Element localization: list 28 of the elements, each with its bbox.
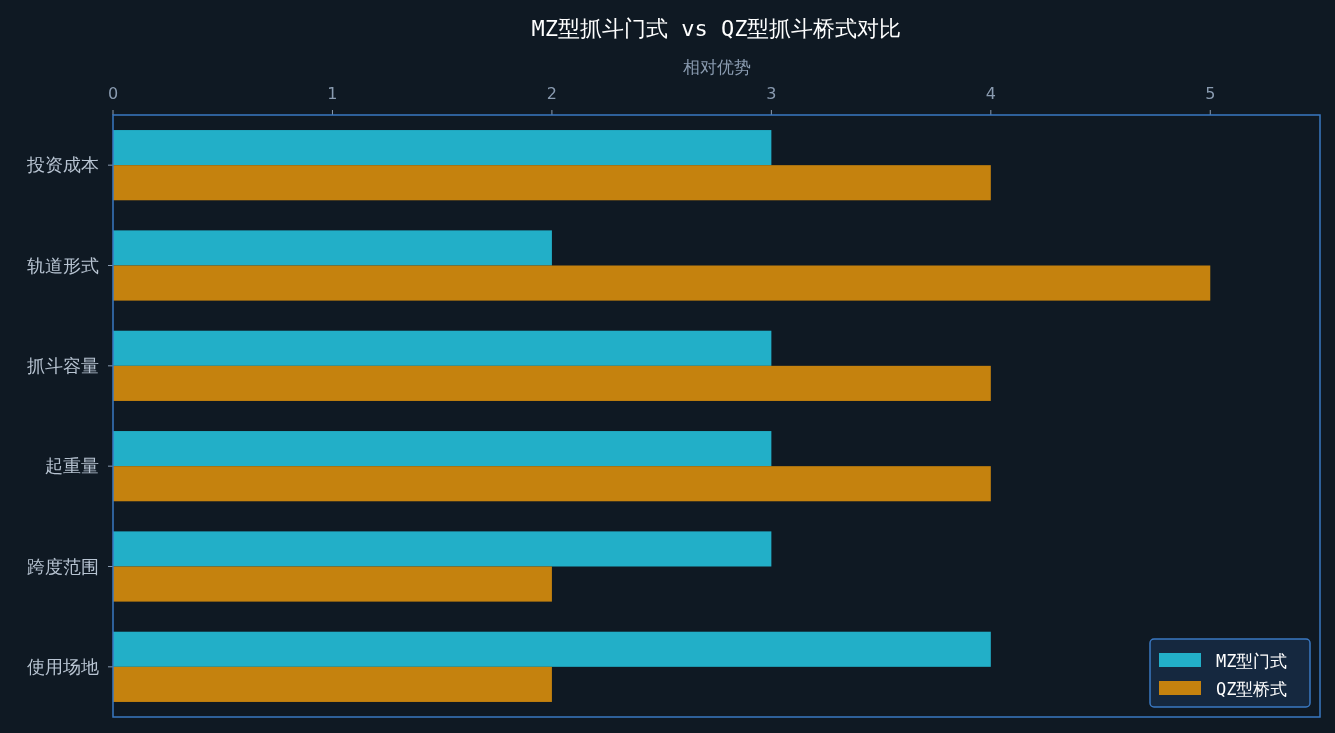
- x-tick-label: 0: [107, 84, 119, 103]
- bar: [113, 330, 772, 366]
- bar: [113, 531, 772, 567]
- y-tick-label: 起重量: [45, 455, 99, 477]
- x-tick-label: 4: [985, 84, 996, 103]
- bar: [113, 265, 1211, 301]
- y-tick-label: 跨度范围: [27, 555, 99, 577]
- x-tick-label: 2: [546, 84, 557, 103]
- bar: [113, 230, 552, 266]
- bar: [113, 466, 991, 502]
- y-tick-label: 抓斗容量: [27, 354, 99, 376]
- bar: [113, 566, 552, 602]
- legend-label: QZ型桥式: [1216, 679, 1288, 699]
- y-tick-label: 投资成本: [26, 154, 99, 176]
- legend-label: MZ型门式: [1216, 651, 1288, 671]
- x-tick-label: 5: [1205, 84, 1216, 103]
- bar: [113, 165, 991, 201]
- bar: [113, 666, 552, 702]
- bar: [113, 130, 772, 166]
- bar: [113, 365, 991, 401]
- y-tick-label: 轨道形式: [27, 254, 99, 276]
- y-tick-label: 使用场地: [27, 655, 99, 677]
- x-tick-label: 1: [327, 84, 338, 103]
- bar: [113, 631, 991, 667]
- x-tick-label: 3: [766, 84, 777, 103]
- chart-title: MZ型抓斗门式 vs QZ型抓斗桥式对比: [531, 16, 902, 41]
- x-axis-title: 相对优势: [682, 57, 751, 77]
- bar: [113, 431, 772, 467]
